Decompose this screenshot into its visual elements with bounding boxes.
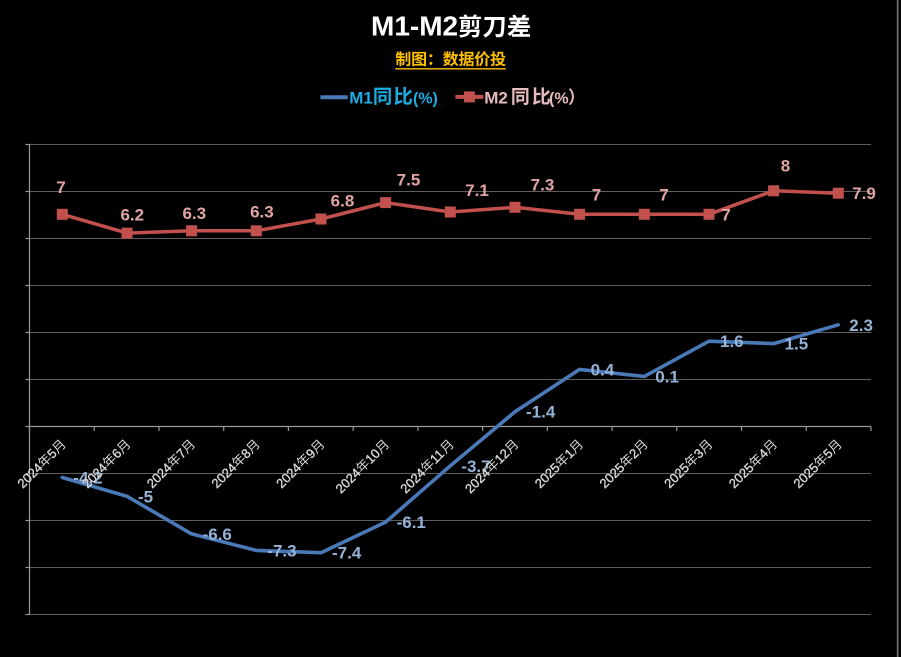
- svg-text:M1: M1: [349, 88, 373, 107]
- svg-text:7.1: 7.1: [465, 181, 489, 200]
- svg-text:7.5: 7.5: [397, 171, 421, 190]
- svg-text:1.5: 1.5: [785, 335, 809, 354]
- svg-text:2.3: 2.3: [849, 316, 873, 335]
- svg-text:7: 7: [592, 186, 601, 205]
- svg-text:6.3: 6.3: [250, 203, 274, 222]
- svg-text:-3.7: -3.7: [461, 457, 490, 476]
- svg-text:1.6: 1.6: [720, 332, 744, 351]
- svg-text:M2: M2: [484, 88, 508, 107]
- svg-text:-1.4: -1.4: [526, 403, 556, 422]
- svg-text:7: 7: [56, 178, 65, 197]
- svg-text:6.8: 6.8: [331, 192, 355, 211]
- svg-text:6.3: 6.3: [182, 204, 206, 223]
- svg-text:(%: (%: [549, 90, 569, 107]
- svg-text:6.2: 6.2: [120, 205, 144, 224]
- svg-text:0.4: 0.4: [591, 360, 615, 379]
- svg-text:-7.4: -7.4: [332, 544, 362, 563]
- svg-text:-4.2: -4.2: [73, 469, 102, 488]
- svg-text:7: 7: [659, 186, 668, 205]
- svg-text:7.3: 7.3: [531, 176, 555, 195]
- svg-text:M1-M2: M1-M2: [371, 10, 458, 41]
- svg-text:-6.1: -6.1: [397, 513, 426, 532]
- svg-text:8: 8: [781, 157, 790, 176]
- svg-text:-6.6: -6.6: [203, 525, 232, 544]
- svg-text:7.9: 7.9: [852, 184, 876, 203]
- svg-text:-5: -5: [138, 487, 153, 506]
- svg-text:(%): (%): [413, 90, 438, 107]
- svg-text:0.1: 0.1: [655, 367, 679, 386]
- svg-text:7: 7: [721, 206, 730, 225]
- svg-text:-7.3: -7.3: [267, 541, 296, 560]
